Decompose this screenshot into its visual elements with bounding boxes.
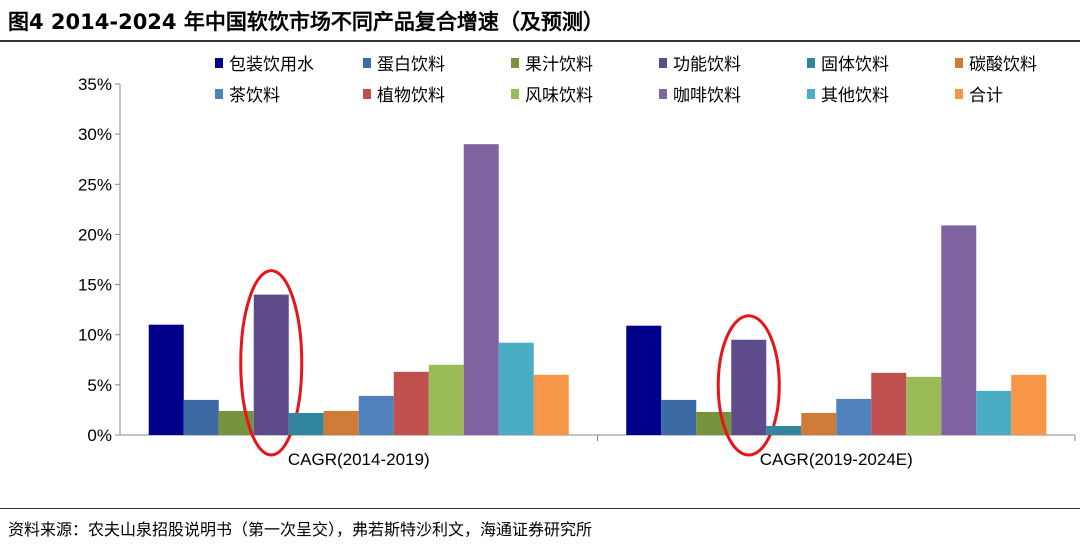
legend-label: 合计	[969, 86, 1003, 106]
bar-植物饮料	[393, 371, 429, 435]
legend-label: 植物饮料	[377, 86, 445, 106]
source-note: 资料来源：农夫山泉招股说明书（第一次呈交），弗若斯特沙利文，海通证券研究所	[8, 520, 593, 539]
legend-label: 功能饮料	[673, 55, 741, 75]
y-tick-label: 35%	[78, 75, 112, 94]
bar-chart: 0% 5% 10% 15% 20% 25% 30% 35% CAGR(2014-2019) CAG…	[78, 55, 1076, 469]
bar-其他饮料	[498, 342, 534, 435]
legend-label: 碳酸饮料	[969, 55, 1037, 75]
bar-功能饮料	[253, 294, 289, 435]
legend-label: 其他饮料	[821, 86, 889, 106]
legend-label: 蛋白饮料	[377, 55, 445, 75]
legend-swatch	[215, 58, 223, 68]
legend-label: 包装饮用水	[229, 55, 314, 75]
bar-茶饮料	[358, 395, 394, 435]
legend-label: 咖啡饮料	[673, 86, 741, 106]
y-tick-label: 25%	[78, 175, 112, 194]
title-divider	[0, 40, 1080, 42]
bar-其他饮料	[976, 390, 1012, 435]
legend-swatch	[511, 58, 519, 68]
bar-固体饮料	[288, 412, 324, 435]
bar-茶饮料	[836, 398, 872, 435]
bar-包装饮用水	[626, 325, 662, 435]
legend-swatch	[363, 89, 371, 99]
x-tick-label: CAGR(2019-2024E)	[760, 450, 913, 469]
x-tick-label: CAGR(2014-2019)	[288, 450, 430, 469]
y-tick-label: 10%	[78, 326, 112, 345]
legend-swatch	[215, 89, 223, 99]
bar-植物饮料	[871, 372, 907, 435]
legend-swatch	[807, 89, 815, 99]
y-tick-label: 5%	[87, 376, 112, 395]
legend-swatch	[955, 89, 963, 99]
legend-label: 固体饮料	[821, 55, 889, 75]
highlight-ellipse	[716, 314, 781, 457]
legend-swatch	[363, 58, 371, 68]
bar-蛋白饮料	[183, 399, 219, 435]
bar-蛋白饮料	[661, 399, 697, 435]
bar-合计	[1011, 374, 1047, 435]
legend-swatch	[659, 89, 667, 99]
legend-label: 茶饮料	[229, 86, 280, 106]
bar-合计	[533, 374, 569, 435]
highlight-ellipse	[239, 269, 304, 457]
y-tick-label: 0%	[87, 426, 112, 445]
bar-风味饮料	[906, 376, 942, 435]
legend-swatch	[511, 89, 519, 99]
bar-包装饮用水	[148, 324, 184, 435]
legend-swatch	[659, 58, 667, 68]
bar-固体饮料	[766, 425, 802, 435]
footer-divider	[0, 508, 1080, 509]
legend-label: 风味饮料	[525, 86, 593, 106]
y-tick-label: 20%	[78, 225, 112, 244]
y-tick-label: 15%	[78, 276, 112, 295]
bar-风味饮料	[428, 364, 464, 435]
bar-咖啡饮料	[941, 225, 977, 435]
bar-碳酸饮料	[323, 410, 359, 435]
figure-title: 图4 2014-2024 年中国软饮市场不同产品复合增速（及预测）	[8, 10, 604, 34]
y-tick-label: 30%	[78, 125, 112, 144]
legend-swatch	[955, 58, 963, 68]
bar-功能饮料	[731, 339, 767, 435]
legend-swatch	[807, 58, 815, 68]
bar-咖啡饮料	[463, 144, 499, 435]
legend-label: 果汁饮料	[525, 55, 593, 75]
bar-碳酸饮料	[801, 412, 837, 435]
